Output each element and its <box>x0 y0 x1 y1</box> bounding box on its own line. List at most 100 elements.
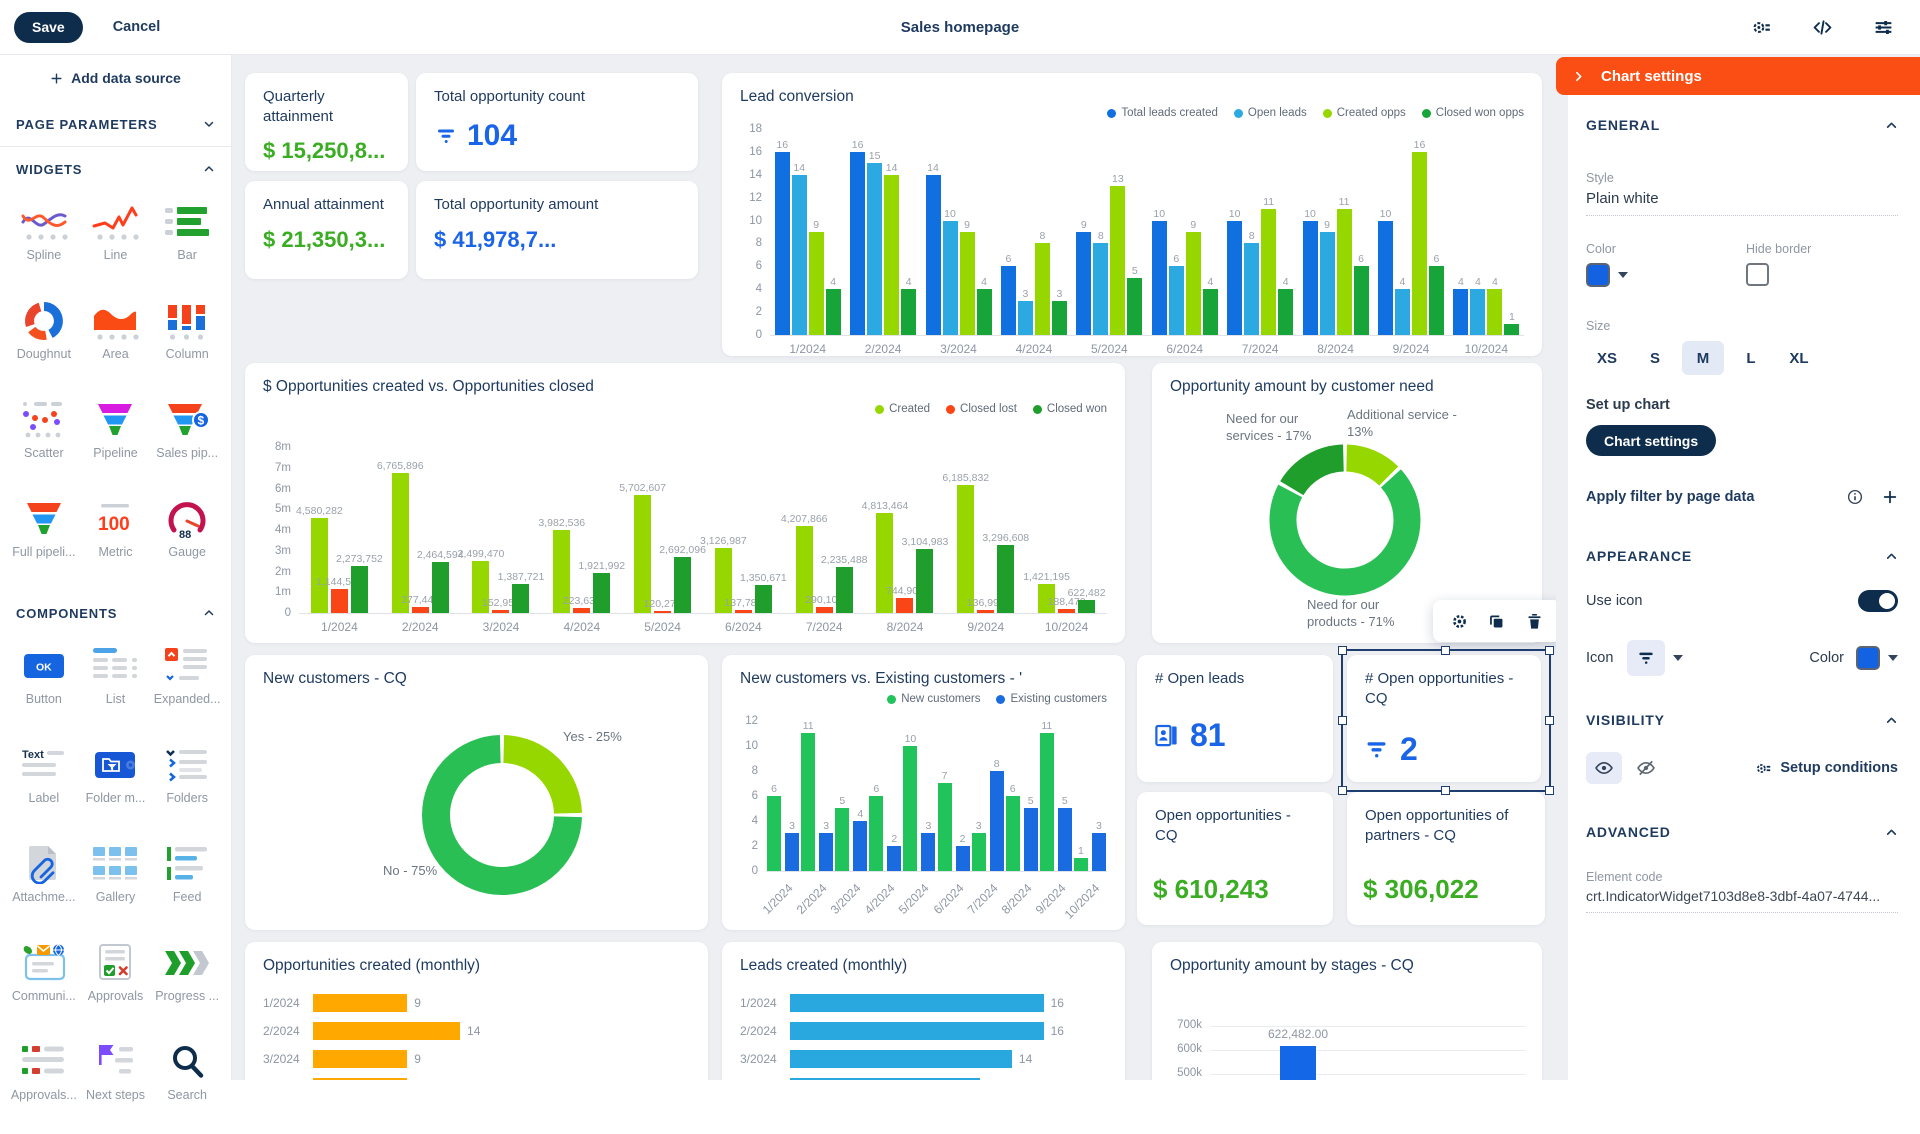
processes-icon[interactable] <box>1751 17 1772 38</box>
component-item-progress[interactable]: Progress ... <box>151 936 223 1035</box>
area-chart-icon <box>91 301 139 341</box>
chart-settings-button[interactable]: Chart settings <box>1586 425 1716 456</box>
resize-handle[interactable] <box>1338 786 1347 795</box>
plus-icon[interactable] <box>1882 489 1898 505</box>
panel-title: Chart settings <box>1601 68 1702 85</box>
tile-open-opportunities-of-partners[interactable]: Open opportunities of partners - CQ$ 306… <box>1347 792 1545 925</box>
size-option-xl[interactable]: XL <box>1778 341 1820 375</box>
code-icon[interactable] <box>1812 17 1833 38</box>
eye-off-icon[interactable] <box>1636 758 1656 778</box>
resize-handle[interactable] <box>1545 716 1554 725</box>
component-item-approvals[interactable]: Approvals <box>80 936 152 1035</box>
resize-handle[interactable] <box>1545 646 1554 655</box>
visible-option[interactable] <box>1586 752 1622 784</box>
component-item-communi[interactable]: Communi... <box>8 936 80 1035</box>
components-section-header[interactable]: COMPONENTS <box>0 591 231 635</box>
chart-title: Opportunity amount by customer need <box>1170 377 1524 396</box>
widget-item-sales-pip[interactable]: $Sales pip... <box>151 393 223 492</box>
hide-border-checkbox[interactable] <box>1746 263 1769 286</box>
setup-conditions-button[interactable]: Setup conditions <box>1755 760 1898 777</box>
component-item-approvals[interactable]: Approvals... <box>8 1035 80 1134</box>
icon-select[interactable] <box>1627 640 1665 676</box>
item-label: Next steps <box>86 1088 145 1102</box>
widgets-section-header[interactable]: WIDGETS <box>0 147 231 191</box>
chart-card-opportunities-created-vs-closed[interactable]: $ Opportunities created vs. Opportunitie… <box>245 363 1125 643</box>
color-select[interactable] <box>1586 263 1746 287</box>
icon-color-swatch[interactable] <box>1856 646 1880 670</box>
component-item-search[interactable]: Search <box>151 1035 223 1134</box>
duplicate-icon[interactable] <box>1487 612 1506 631</box>
bar: 8 <box>1244 243 1259 335</box>
style-select[interactable]: Plain white <box>1586 185 1898 216</box>
tile-open-opportunities-cq-amount[interactable]: Open opportunities - CQ$ 610,243 <box>1137 792 1333 925</box>
size-option-l[interactable]: L <box>1730 341 1772 375</box>
spline-chart-icon <box>20 202 68 242</box>
size-option-s[interactable]: S <box>1634 341 1676 375</box>
bar: 10 <box>1227 221 1242 335</box>
component-item-next-steps[interactable]: Next steps <box>80 1035 152 1134</box>
settings-icon[interactable] <box>1873 17 1894 38</box>
component-item-expanded[interactable]: Expanded... <box>151 639 223 738</box>
component-item-list[interactable]: List <box>80 639 152 738</box>
save-button[interactable]: Save <box>14 12 83 43</box>
chevron-up-icon <box>1885 714 1898 727</box>
bar: 2 <box>956 846 970 871</box>
bar: 16 <box>1412 152 1427 335</box>
size-option-xs[interactable]: XS <box>1586 341 1628 375</box>
section-advanced[interactable]: ADVANCED <box>1586 824 1898 840</box>
widget-item-spline[interactable]: Spline <box>8 195 80 294</box>
component-item-folder-m[interactable]: Folder m... <box>80 738 152 837</box>
page-parameters-header[interactable]: PAGE PARAMETERS <box>0 102 231 147</box>
gear-icon[interactable] <box>1450 612 1469 631</box>
use-icon-toggle[interactable] <box>1858 590 1898 612</box>
chart-card-new-vs-existing-customers[interactable]: New customers vs. Existing customers - '… <box>722 655 1125 930</box>
widget-item-pipeline[interactable]: Pipeline <box>80 393 152 492</box>
component-item-folders[interactable]: Folders <box>151 738 223 837</box>
widget-item-line[interactable]: Line <box>80 195 152 294</box>
widget-item-full-pipeli[interactable]: Full pipeli... <box>8 492 80 591</box>
cancel-button[interactable]: Cancel <box>113 19 161 35</box>
widget-item-bar[interactable]: Bar <box>151 195 223 294</box>
widget-item-area[interactable]: Area <box>80 294 152 393</box>
component-item-feed[interactable]: Feed <box>151 837 223 936</box>
section-visibility[interactable]: VISIBILITY <box>1586 712 1898 728</box>
resize-handle[interactable] <box>1545 786 1554 795</box>
bar: 2 <box>887 846 901 871</box>
component-item-gallery[interactable]: Gallery <box>80 837 152 936</box>
add-data-source-button[interactable]: Add data source <box>0 54 231 102</box>
item-label: Attachme... <box>12 890 75 904</box>
section-appearance[interactable]: APPEARANCE <box>1586 548 1898 564</box>
color-swatch[interactable] <box>1586 263 1610 287</box>
button-icon: OK <box>20 646 68 686</box>
resize-handle[interactable] <box>1338 646 1347 655</box>
filter-icon <box>1363 736 1390 763</box>
section-general[interactable]: GENERAL <box>1586 117 1898 133</box>
size-option-m[interactable]: M <box>1682 341 1724 375</box>
component-item-attachme[interactable]: Attachme... <box>8 837 80 936</box>
panel-header[interactable]: Chart settings <box>1556 57 1920 95</box>
resize-handle[interactable] <box>1441 646 1450 655</box>
widget-item-column[interactable]: Column <box>151 294 223 393</box>
attachments-icon <box>20 844 68 884</box>
info-icon[interactable] <box>1846 488 1864 506</box>
kpi-card-annual-attainment[interactable]: Annual attainment$ 21,350,3... <box>245 181 408 279</box>
widget-item-doughnut[interactable]: Doughnut <box>8 294 80 393</box>
widget-item-scatter[interactable]: Scatter <box>8 393 80 492</box>
trash-icon[interactable] <box>1525 612 1544 631</box>
kpi-card-total-opportunity-amount[interactable]: Total opportunity amount$ 41,978,7... <box>416 181 698 279</box>
kpi-card-quarterly-attainment[interactable]: Quarterly attainment$ 15,250,8... <box>245 73 408 171</box>
resize-handle[interactable] <box>1338 716 1347 725</box>
